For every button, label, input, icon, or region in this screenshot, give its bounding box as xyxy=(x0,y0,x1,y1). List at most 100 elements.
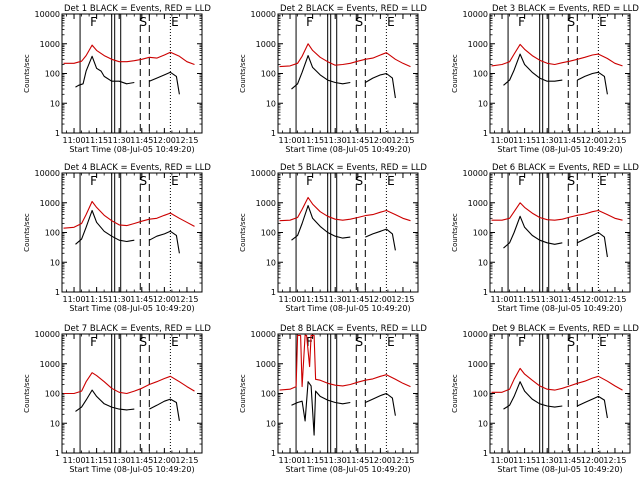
x-tick-label: 11:00 xyxy=(279,456,302,465)
y-tick-label: 1 xyxy=(271,129,276,138)
panel-title: Det 8 BLACK = Events, RED = LLD xyxy=(280,324,427,334)
x-axis-label: Start Time (08-Jul-05 10:49:20) xyxy=(285,465,410,474)
x-tick-label: 11:45 xyxy=(346,295,369,304)
y-axis-label: Counts/sec xyxy=(239,54,247,93)
region-label-s: S xyxy=(567,174,575,188)
y-tick-label: 10000 xyxy=(251,330,276,339)
y-axis-label: Counts/sec xyxy=(239,374,247,413)
series-line-lld xyxy=(279,196,411,222)
y-tick-label: 10000 xyxy=(35,10,60,19)
x-tick-label: 11:45 xyxy=(346,456,369,465)
panel-title: Det 4 BLACK = Events, RED = LLD xyxy=(64,163,211,173)
x-tick-label: 11:15 xyxy=(513,295,536,304)
region-label-e: E xyxy=(599,174,607,188)
x-tick-label: 12:15 xyxy=(175,456,198,465)
x-axis-label: Start Time (08-Jul-05 10:49:20) xyxy=(497,465,622,474)
detector-panel-1: Det 1 BLACK = Events, RED = LLD Counts/se… xyxy=(23,4,211,154)
x-tick-label: 12:00 xyxy=(581,136,604,145)
x-tick-label: 11:30 xyxy=(536,456,559,465)
region-label-f: F xyxy=(90,335,97,349)
y-axis-label: Counts/sec xyxy=(239,213,247,252)
y-tick-label: 10 xyxy=(478,419,488,428)
y-tick-label: 100 xyxy=(45,229,60,238)
x-tick-label: 11:45 xyxy=(130,136,153,145)
panel-title: Det 1 BLACK = Events, RED = LLD xyxy=(64,4,211,14)
region-label-f: F xyxy=(306,335,313,349)
y-tick-label: 10 xyxy=(50,99,60,108)
y-tick-label: 10000 xyxy=(35,169,60,178)
y-axis-label: Counts/sec xyxy=(23,54,31,93)
x-tick-label: 12:00 xyxy=(369,295,392,304)
y-tick-label: 10 xyxy=(478,258,488,267)
series-line-events xyxy=(291,205,396,251)
series-line-events xyxy=(291,381,396,436)
region-label-e: E xyxy=(387,15,395,29)
plot-frame xyxy=(277,13,419,134)
panel-title: Det 3 BLACK = Events, RED = LLD xyxy=(492,4,639,14)
region-label-s: S xyxy=(139,174,147,188)
detector-panel-7: Det 7 BLACK = Events, RED = LLD Counts/se… xyxy=(23,324,211,474)
y-tick-label: 10 xyxy=(50,258,60,267)
series-line-lld xyxy=(63,372,195,395)
x-tick-label: 11:00 xyxy=(491,456,514,465)
y-tick-label: 1000 xyxy=(256,360,276,369)
x-tick-label: 11:30 xyxy=(536,136,559,145)
y-tick-label: 1 xyxy=(271,449,276,458)
x-tick-label: 12:15 xyxy=(603,136,626,145)
region-label-s: S xyxy=(355,335,363,349)
x-tick-label: 11:45 xyxy=(130,295,153,304)
x-tick-label: 11:30 xyxy=(324,456,347,465)
y-tick-label: 100 xyxy=(261,229,276,238)
x-tick-label: 11:15 xyxy=(85,456,108,465)
x-axis-label: Start Time (08-Jul-05 10:49:20) xyxy=(497,304,622,313)
y-tick-label: 10000 xyxy=(463,10,488,19)
x-tick-label: 12:15 xyxy=(391,136,414,145)
region-label-e: E xyxy=(171,174,179,188)
region-label-e: E xyxy=(599,335,607,349)
y-tick-label: 10000 xyxy=(463,330,488,339)
x-tick-label: 12:00 xyxy=(369,456,392,465)
x-tick-label: 12:00 xyxy=(581,456,604,465)
series-line-events xyxy=(75,209,180,254)
x-tick-label: 12:00 xyxy=(153,295,176,304)
panel-title: Det 2 BLACK = Events, RED = LLD xyxy=(280,4,427,14)
x-axis-label: Start Time (08-Jul-05 10:49:20) xyxy=(285,145,410,154)
y-tick-label: 1000 xyxy=(468,199,488,208)
series-line-events xyxy=(503,381,608,419)
region-label-f: F xyxy=(518,15,525,29)
x-tick-label: 11:30 xyxy=(324,295,347,304)
x-tick-label: 11:15 xyxy=(513,136,536,145)
y-tick-label: 1 xyxy=(483,288,488,297)
plot-frame xyxy=(489,172,631,293)
x-tick-label: 11:00 xyxy=(63,136,86,145)
x-tick-label: 12:15 xyxy=(603,295,626,304)
y-axis-label: Counts/sec xyxy=(23,213,31,252)
x-tick-label: 11:00 xyxy=(491,295,514,304)
series-line-events xyxy=(75,55,180,95)
y-tick-label: 1000 xyxy=(468,40,488,49)
x-tick-label: 11:30 xyxy=(536,295,559,304)
x-tick-label: 11:45 xyxy=(130,456,153,465)
region-label-e: E xyxy=(387,335,395,349)
x-axis-label: Start Time (08-Jul-05 10:49:20) xyxy=(497,145,622,154)
y-tick-label: 1 xyxy=(55,449,60,458)
y-tick-label: 100 xyxy=(261,70,276,79)
y-tick-label: 1 xyxy=(483,129,488,138)
x-tick-label: 12:15 xyxy=(391,295,414,304)
y-tick-label: 10 xyxy=(266,258,276,267)
y-tick-label: 10 xyxy=(266,99,276,108)
plot-frame xyxy=(489,13,631,134)
y-tick-label: 10 xyxy=(266,419,276,428)
x-tick-label: 12:15 xyxy=(603,456,626,465)
detector-panel-4: Det 4 BLACK = Events, RED = LLD Counts/se… xyxy=(23,163,211,313)
region-label-f: F xyxy=(90,174,97,188)
y-tick-label: 100 xyxy=(473,390,488,399)
plot-frame xyxy=(61,333,203,454)
x-axis-label: Start Time (08-Jul-05 10:49:20) xyxy=(69,145,194,154)
detector-panel-8: Det 8 BLACK = Events, RED = LLD Counts/se… xyxy=(239,324,427,474)
series-line-lld xyxy=(63,44,195,66)
y-tick-label: 10000 xyxy=(35,330,60,339)
y-tick-label: 100 xyxy=(261,390,276,399)
x-tick-label: 11:45 xyxy=(558,136,581,145)
